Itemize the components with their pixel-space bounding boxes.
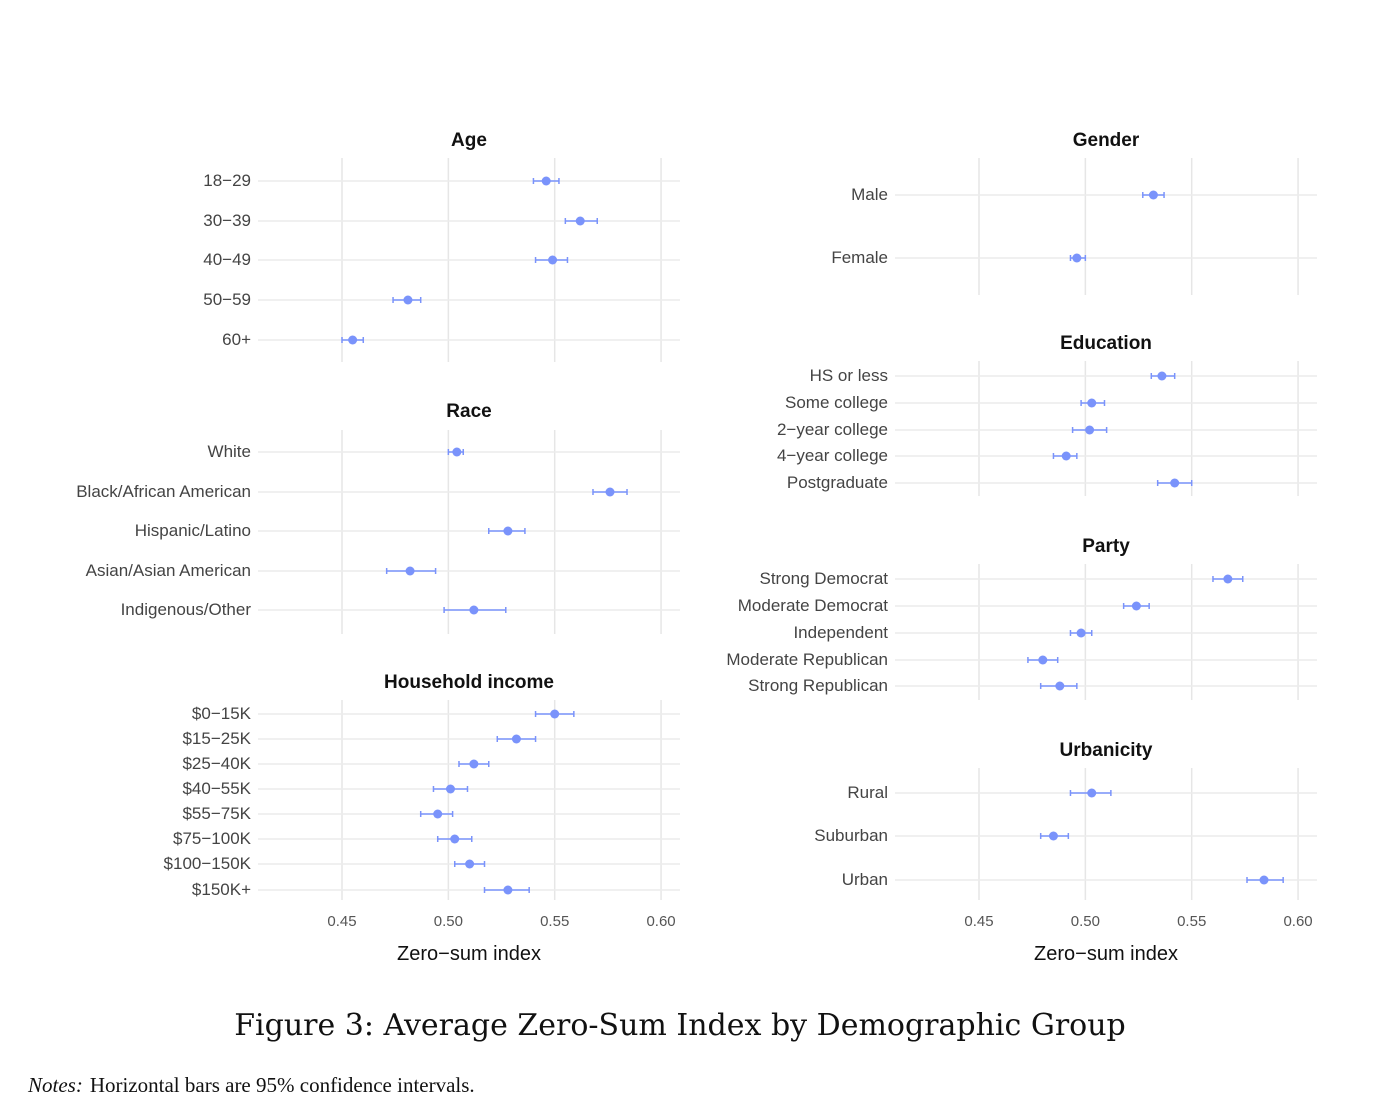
data-point: [1038, 655, 1048, 665]
x-axis-title: Zero−sum index: [1034, 943, 1178, 965]
category-label: $25−40K: [182, 754, 251, 773]
panel-title: Education: [1060, 333, 1152, 354]
panel-household-income: Household income $0−15K $15−25K $25−40K $40−…: [164, 672, 680, 900]
data-point: [403, 295, 413, 305]
x-tick-label: 0.50: [434, 913, 463, 930]
x-tick-label: 0.55: [540, 913, 569, 930]
data-point: [575, 216, 585, 226]
category-label: $55−75K: [182, 804, 251, 823]
panel-education: Education HS or less Some college 2−year co…: [777, 333, 1317, 496]
notes-text: Horizontal bars are 95% confidence inter…: [90, 1073, 475, 1097]
category-label: Rural: [847, 783, 888, 802]
category-label: Male: [851, 185, 888, 204]
category-label: $0−15K: [192, 704, 252, 723]
panel-title: Household income: [384, 672, 554, 693]
category-label: 30−39: [203, 211, 251, 230]
category-label: $150K+: [192, 880, 251, 899]
x-axis-left: 0.45 0.50 0.55 0.60 Zero−sum index: [327, 913, 675, 965]
data-point: [1055, 681, 1065, 691]
figure-notes: Notes: Horizontal bars are 95% confidence…: [27, 1073, 475, 1097]
panel-race: Race White Black/African American Hispanic/…: [76, 401, 680, 634]
data-point: [469, 605, 479, 615]
figure-caption: Figure 3: Average Zero-Sum Index by Demo…: [234, 1008, 1126, 1043]
data-point: [445, 784, 455, 794]
data-point: [1157, 371, 1167, 381]
category-label: Postgraduate: [787, 473, 888, 492]
category-label: Hispanic/Latino: [135, 521, 251, 540]
category-label: Asian/Asian American: [86, 561, 251, 580]
notes-label: Notes:: [27, 1073, 83, 1097]
category-label: Black/African American: [76, 482, 251, 501]
category-label: 18−29: [203, 171, 251, 190]
panel-gender: Gender Male Female: [831, 130, 1317, 295]
x-axis-right: 0.45 0.50 0.55 0.60 Zero−sum index: [964, 913, 1312, 965]
data-point: [465, 859, 475, 869]
data-point: [503, 526, 513, 536]
data-point: [1085, 425, 1095, 435]
category-label: Female: [831, 248, 888, 267]
data-point: [503, 885, 513, 895]
category-label: Strong Republican: [748, 676, 888, 695]
panel-title: Age: [451, 130, 487, 151]
category-label: HS or less: [810, 366, 888, 385]
data-point: [1259, 875, 1269, 885]
x-tick-label: 0.50: [1071, 913, 1100, 930]
category-label: Moderate Democrat: [738, 596, 889, 615]
data-point: [348, 335, 358, 345]
panel-title: Gender: [1073, 130, 1140, 151]
panel-urbanicity: Urbanicity Rural Suburban Urban: [814, 740, 1317, 900]
data-point: [1048, 831, 1058, 841]
x-tick-label: 0.60: [646, 913, 675, 930]
data-point: [433, 809, 443, 819]
data-point: [605, 487, 615, 497]
data-point: [1131, 601, 1141, 611]
x-tick-label: 0.55: [1177, 913, 1206, 930]
data-point: [550, 709, 560, 719]
data-point: [548, 255, 558, 265]
x-axis-title: Zero−sum index: [397, 943, 541, 965]
category-label: Indigenous/Other: [121, 600, 252, 619]
data-point: [1170, 478, 1180, 488]
x-tick-label: 0.45: [327, 913, 356, 930]
category-label: Moderate Republican: [726, 650, 888, 669]
data-point: [405, 566, 415, 576]
panel-title: Urbanicity: [1060, 740, 1153, 761]
data-point: [1223, 574, 1233, 584]
x-tick-label: 0.60: [1283, 913, 1312, 930]
data-point: [541, 176, 551, 186]
panel-title: Party: [1082, 536, 1130, 557]
data-point: [1076, 628, 1086, 638]
panel-party: Party Strong Democrat Moderate Democrat Ind…: [726, 536, 1317, 700]
panel-title: Race: [446, 401, 491, 422]
data-point: [1061, 451, 1071, 461]
x-tick-label: 0.45: [964, 913, 993, 930]
data-point: [450, 834, 460, 844]
category-label: White: [208, 442, 251, 461]
category-label: 40−49: [203, 250, 251, 269]
category-label: $15−25K: [182, 729, 251, 748]
category-label: Urban: [842, 870, 888, 889]
category-label: Strong Democrat: [760, 569, 889, 588]
category-label: $75−100K: [173, 829, 252, 848]
data-point: [469, 759, 479, 769]
data-point: [452, 447, 462, 457]
category-label: $40−55K: [182, 779, 251, 798]
category-label: $100−150K: [164, 854, 252, 873]
data-point: [1087, 398, 1097, 408]
category-label: Suburban: [814, 826, 888, 845]
data-point: [511, 734, 521, 744]
data-point: [1087, 788, 1097, 798]
category-label: Some college: [785, 393, 888, 412]
category-label: 60+: [222, 330, 251, 349]
category-label: 50−59: [203, 290, 251, 309]
data-point: [1148, 190, 1158, 200]
category-label: Independent: [793, 623, 888, 642]
category-label: 4−year college: [777, 446, 888, 465]
data-point: [1072, 253, 1082, 263]
panel-age: Age 18−29 30−39 40−49 50−59 60+: [203, 130, 680, 362]
category-label: 2−year college: [777, 420, 888, 439]
